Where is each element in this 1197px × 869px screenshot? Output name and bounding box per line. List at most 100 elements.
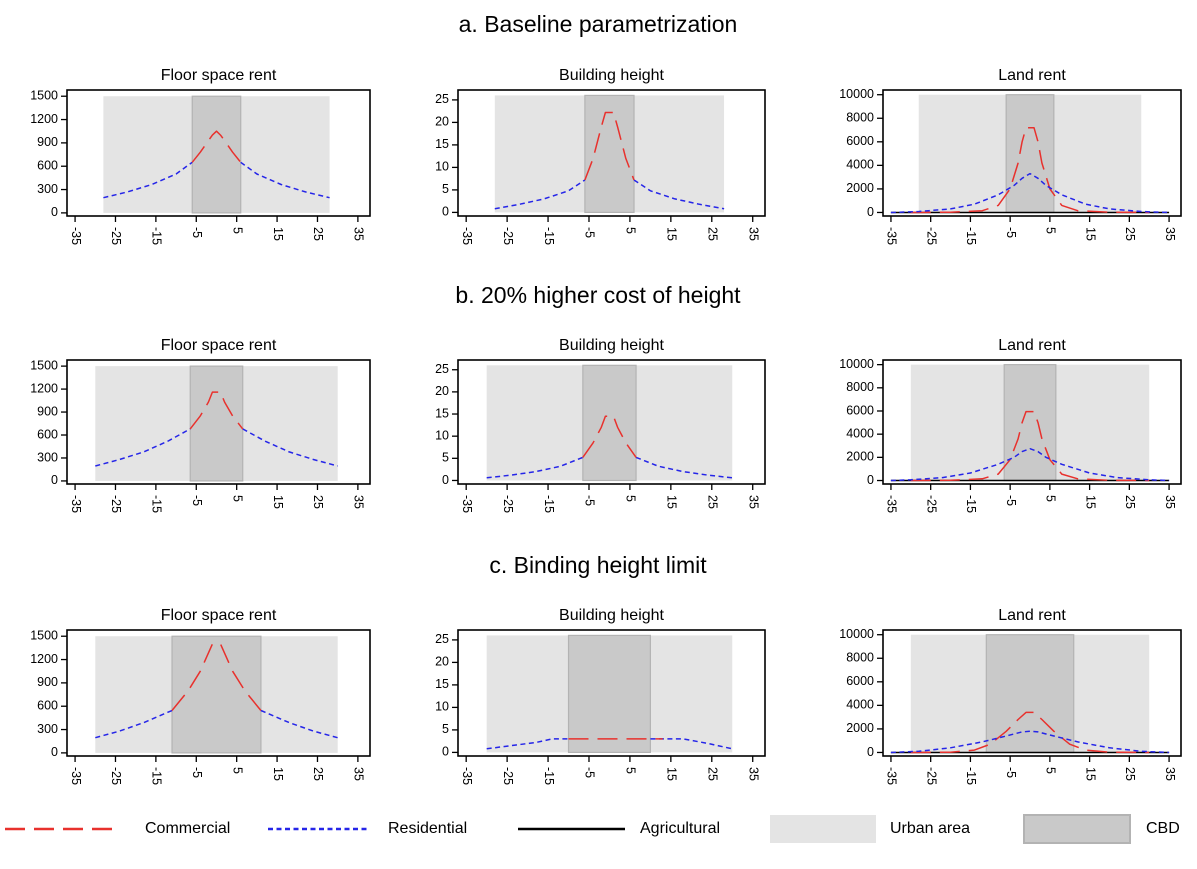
y-tick-label: 1200 <box>30 652 58 666</box>
commercial-line <box>171 643 262 711</box>
y-tick-label: 0 <box>867 745 874 759</box>
y-tick-label: 8000 <box>846 111 874 125</box>
x-tick-label: -35 <box>460 495 474 513</box>
x-tick-label: 5 <box>624 767 638 774</box>
x-tick-label: 35 <box>352 767 366 781</box>
plot-frame <box>457 359 766 485</box>
x-tick-label: 15 <box>1083 495 1097 509</box>
y-tick-label: 900 <box>37 675 58 689</box>
x-tick-label: 5 <box>1044 767 1058 774</box>
chart-panel: Floor space rent 0 300 600 900 1200 1500 -35 -25… <box>30 607 371 785</box>
y-tick-label: 1500 <box>30 89 58 103</box>
x-tick-label: 15 <box>1083 767 1097 781</box>
y-tick-label: 5 <box>442 451 449 465</box>
plot-frame <box>882 359 1182 485</box>
x-tick-label: 15 <box>271 227 285 241</box>
x-tick-label: 25 <box>705 495 719 509</box>
y-tick-label: 2000 <box>846 450 874 464</box>
x-tick-label: 35 <box>746 495 760 509</box>
x-tick-label: -5 <box>1004 227 1018 238</box>
cbd-band <box>584 94 635 214</box>
residential-line <box>95 428 191 467</box>
y-tick-label: 300 <box>37 182 58 196</box>
y-tick-label: 10 <box>435 700 449 714</box>
y-tick-label: 10 <box>435 428 449 442</box>
cbd-band <box>191 95 242 214</box>
row-title: b. 20% higher cost of height <box>455 282 741 308</box>
panel-title: Land rent <box>998 607 1066 624</box>
chart-panel: Floor space rent 0 300 600 900 1200 1500 -35 -25… <box>30 337 371 513</box>
chart-panel: Floor space rent 0 300 600 900 1200 1500 -35 -25… <box>30 67 371 245</box>
x-tick-label: 15 <box>1083 227 1097 241</box>
y-tick-label: 5 <box>442 182 449 196</box>
x-tick-label: -15 <box>150 767 164 785</box>
x-tick-label: -25 <box>501 767 515 785</box>
y-tick-label: 0 <box>51 745 58 759</box>
x-tick-label: 15 <box>665 767 679 781</box>
x-tick-label: 15 <box>665 227 679 241</box>
x-tick-label: -25 <box>109 767 123 785</box>
plot-frame <box>66 89 371 217</box>
commercial-line <box>910 410 1150 482</box>
y-tick-label: 1500 <box>30 629 58 643</box>
x-tick-label: 35 <box>1163 767 1177 781</box>
panel-title: Building height <box>559 67 665 84</box>
y-tick-label: 0 <box>867 205 874 219</box>
y-tick-label: 0 <box>442 205 449 219</box>
x-tick-label: 35 <box>746 767 760 781</box>
x-tick-label: 25 <box>311 767 325 781</box>
legend-label: CBD <box>1146 820 1180 837</box>
chart-panel: Building height 0 5 10 15 20 25 -35 -25 -15 -5 5 15 2… <box>435 337 766 513</box>
legend-item-agricultural: Agricultural <box>518 820 720 837</box>
x-tick-label: 5 <box>1044 495 1058 502</box>
cbd-band <box>985 634 1075 754</box>
x-tick-label: -15 <box>542 227 556 245</box>
plot-frame <box>457 629 766 757</box>
y-tick-label: 10000 <box>839 87 874 101</box>
residential-line <box>240 161 330 199</box>
commercial-line <box>189 391 244 430</box>
y-tick-label: 15 <box>435 137 449 151</box>
x-tick-label: -5 <box>583 227 597 238</box>
x-tick-label: -25 <box>924 227 938 245</box>
legend-item-commercial: Commercial <box>5 820 230 837</box>
y-tick-label: 20 <box>435 115 449 129</box>
y-tick-label: 8000 <box>846 380 874 394</box>
y-tick-label: 900 <box>37 404 58 418</box>
residential-line <box>486 738 569 750</box>
y-tick-label: 2000 <box>846 721 874 735</box>
y-tick-label: 0 <box>867 473 874 487</box>
plot-frame <box>457 89 766 217</box>
x-tick-label: -25 <box>109 495 123 513</box>
y-tick-label: 300 <box>37 722 58 736</box>
commercial-line <box>584 111 635 181</box>
y-tick-label: 600 <box>37 699 58 713</box>
x-tick-label: 25 <box>311 495 325 509</box>
cbd-band <box>189 365 244 482</box>
y-tick-label: 15 <box>435 677 449 691</box>
x-tick-label: -25 <box>501 227 515 245</box>
x-tick-label: -5 <box>190 495 204 506</box>
x-tick-label: -35 <box>69 495 83 513</box>
x-tick-label: 35 <box>352 227 366 241</box>
plot-frame <box>66 629 371 757</box>
x-tick-label: 35 <box>1163 227 1177 241</box>
x-tick-label: 15 <box>271 495 285 509</box>
y-tick-label: 600 <box>37 427 58 441</box>
x-tick-label: -15 <box>542 495 556 513</box>
panel-title: Floor space rent <box>161 337 277 354</box>
x-tick-label: -35 <box>460 227 474 245</box>
y-tick-label: 25 <box>435 362 449 376</box>
x-tick-label: -35 <box>885 495 899 513</box>
y-tick-label: 600 <box>37 159 58 173</box>
residential-line <box>890 730 1170 754</box>
y-tick-label: 4000 <box>846 158 874 172</box>
y-tick-label: 0 <box>51 473 58 487</box>
cbd-band <box>1003 364 1057 482</box>
legend-swatch <box>1023 814 1131 844</box>
legend-label: Commercial <box>145 820 230 837</box>
x-tick-label: -15 <box>964 767 978 785</box>
y-tick-label: 1200 <box>30 381 58 395</box>
